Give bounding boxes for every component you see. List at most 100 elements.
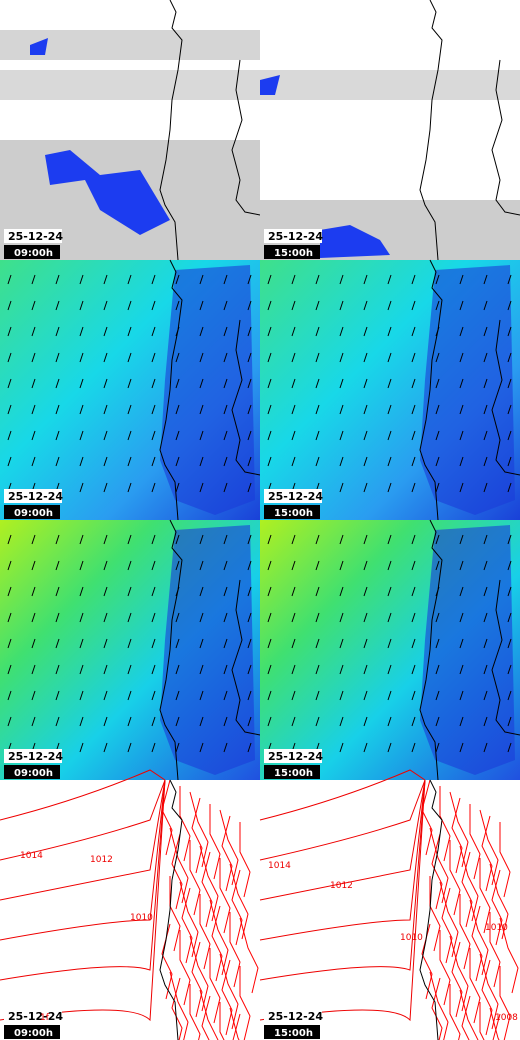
wind-arrow: [459, 326, 464, 337]
wind-arrow: [459, 300, 464, 311]
wind-arrow: [411, 690, 416, 701]
wind-arrow: [507, 534, 512, 545]
wind-arrow: [339, 586, 344, 597]
wind-arrow: [7, 534, 12, 545]
date-box: [264, 489, 322, 503]
wind-arrow: [507, 586, 512, 597]
wind-arrow: [459, 690, 464, 701]
wind-arrow: [247, 638, 252, 649]
isobar: [219, 953, 239, 1030]
wind-arrow: [7, 352, 12, 363]
isobar: [0, 779, 166, 941]
wind-arrow: [459, 560, 464, 571]
wind-arrow: [103, 560, 108, 571]
wind-arrow: [79, 664, 84, 675]
wind-arrow: [127, 690, 132, 701]
wind-arrow: [247, 456, 252, 467]
wind-arrow: [247, 326, 252, 337]
wind-arrow: [267, 534, 272, 545]
date-label: 25-12-24: [268, 750, 323, 763]
wind-arrow: [223, 456, 228, 467]
isobar: [181, 887, 193, 964]
wind-arrow: [79, 612, 84, 623]
wind-arrow: [483, 456, 488, 467]
wind-arrow: [339, 612, 344, 623]
wind-arrow: [507, 560, 512, 571]
wind-arrow: [315, 274, 320, 285]
wind-arrow: [363, 690, 368, 701]
wind-arrow: [55, 326, 60, 337]
wind-arrow: [55, 690, 60, 701]
wind-arrow: [175, 690, 180, 701]
wind-arrow: [175, 352, 180, 363]
date-box: [264, 1009, 322, 1023]
wind-arrow: [127, 274, 132, 285]
wind-arrow: [55, 560, 60, 571]
wind-arrow: [435, 638, 440, 649]
wind-arrow: [315, 534, 320, 545]
wind-arrow: [267, 560, 272, 571]
time-label: 09:00h: [14, 768, 53, 779]
wind-arrow: [55, 456, 60, 467]
isobar: [449, 840, 461, 916]
wind-arrow: [507, 352, 512, 363]
wind-arrow: [79, 352, 84, 363]
wind-arrow: [103, 638, 108, 649]
isobar: [489, 863, 509, 940]
wind-arrow: [175, 456, 180, 467]
wind-arrow: [199, 300, 204, 311]
wind-arrow: [7, 612, 12, 623]
isobar: [469, 948, 481, 1024]
wind-core: [160, 265, 255, 515]
panel-bg: [0, 780, 260, 1040]
wind-arrow: [7, 274, 12, 285]
wind-arrow: [31, 378, 36, 389]
wind-arrow: [247, 716, 252, 727]
wind-arrow: [363, 378, 368, 389]
wind-arrow: [103, 534, 108, 545]
wind-arrow: [151, 456, 156, 467]
wind-arrow: [223, 612, 228, 623]
wind-arrow: [483, 612, 488, 623]
wind-arrow: [411, 456, 416, 467]
date-box: [4, 749, 62, 763]
wind-arrow: [223, 716, 228, 727]
wind-arrow: [151, 378, 156, 389]
isobar: [449, 984, 461, 1040]
wind-arrow: [483, 326, 488, 337]
wind-arrow: [363, 638, 368, 649]
date-box: [264, 229, 322, 243]
wind-arrow: [339, 430, 344, 441]
wind-arrow: [103, 326, 108, 337]
wind-arrow: [151, 404, 156, 415]
wind-arrow: [507, 326, 512, 337]
wind-arrow: [267, 456, 272, 467]
wind-arrow: [435, 482, 440, 493]
isobar: [169, 827, 189, 904]
isobar: [451, 797, 463, 874]
wind-arrow: [7, 430, 12, 441]
time-label: 09:00h: [14, 1028, 53, 1039]
wind-arrow: [79, 716, 84, 727]
wind-arrow: [175, 638, 180, 649]
wind-arrow: [151, 690, 156, 701]
wind-arrow: [339, 534, 344, 545]
wind-arrow: [315, 690, 320, 701]
wind-arrow: [507, 638, 512, 649]
wind-arrow: [127, 534, 132, 545]
wind-arrow: [247, 482, 252, 493]
wind-arrow: [459, 534, 464, 545]
wind-arrow: [291, 586, 296, 597]
wind-arrow: [363, 404, 368, 415]
wind-arrow: [247, 612, 252, 623]
wind-arrow: [151, 742, 156, 753]
map-panel: 25-12-24 15:00h: [260, 519, 520, 781]
isobar: [0, 769, 166, 821]
wind-arrow: [127, 430, 132, 441]
wind-arrow: [55, 534, 60, 545]
wind-arrow: [31, 612, 36, 623]
wind-arrow: [507, 664, 512, 675]
isobar: [221, 815, 233, 892]
wind-arrow: [79, 378, 84, 389]
isobar: [499, 917, 519, 994]
